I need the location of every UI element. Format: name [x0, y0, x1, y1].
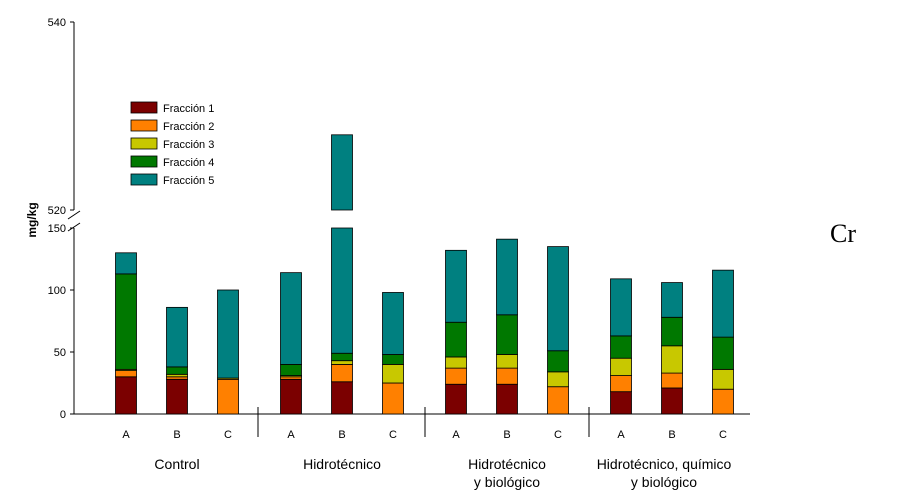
legend-swatch [130, 155, 158, 168]
legend: Fracción 1 Fracción 2 Fracción 3 Fracción 4… [130, 101, 214, 187]
x-tick-label: A [452, 429, 460, 441]
bar-segment [115, 273, 137, 370]
legend-swatch [130, 119, 158, 132]
bar-segment [712, 388, 734, 415]
group-label: Hidrotécnico [303, 456, 381, 472]
legend-label: Fracción 1 [163, 103, 214, 115]
bar-segment [661, 372, 683, 389]
x-tick-label: B [503, 429, 510, 441]
bar-segment [331, 227, 353, 354]
bar-segment [610, 357, 632, 376]
x-tick-label: A [287, 429, 295, 441]
group-label: y biológico [474, 474, 540, 490]
bar-segment [445, 383, 467, 415]
bar-segment [547, 246, 569, 352]
bar-segment [166, 378, 188, 415]
bar-segment [331, 360, 353, 365]
group-label: Hidrotécnico [468, 456, 546, 472]
bar-segment [547, 386, 569, 415]
axis-break-mark [67, 222, 81, 232]
bar-segment [115, 376, 137, 415]
bars [115, 134, 734, 415]
bar-segment [445, 356, 467, 369]
bar-segment [661, 316, 683, 347]
bar-segment [115, 370, 137, 378]
group-label: Hidrotécnico, químico [597, 456, 732, 472]
bar-segment [445, 249, 467, 323]
legend-swatch [130, 101, 158, 114]
x-tick-label: C [554, 429, 562, 441]
legend-label: Fracción 3 [163, 139, 214, 151]
axis-break-mark [67, 210, 81, 220]
bar-segment [661, 282, 683, 318]
bar-segment [661, 345, 683, 374]
bar-segment [610, 335, 632, 359]
y-axis-label: mg/kg [25, 202, 39, 237]
bar-segment [331, 352, 353, 362]
bar-segment [382, 354, 404, 365]
y-tick-label: 520 [48, 205, 66, 217]
bar-segment [496, 383, 518, 415]
legend-swatch [130, 137, 158, 150]
legend-label: Fracción 5 [163, 175, 214, 187]
x-tick-label: B [668, 429, 675, 441]
bar-segment [331, 363, 353, 383]
element-label: Cr [830, 219, 856, 248]
x-tick-label: A [617, 429, 625, 441]
x-tick-label: C [224, 429, 232, 441]
bar-segment [496, 354, 518, 369]
bar-segment [280, 272, 302, 365]
bar-segment [445, 321, 467, 358]
bar-segment [610, 391, 632, 415]
bar-segment [712, 368, 734, 390]
bar-segment [547, 371, 569, 388]
bar-segment [496, 367, 518, 385]
legend-label: Fracción 4 [163, 157, 214, 169]
group-label: Control [154, 456, 199, 472]
bar-segment [382, 382, 404, 415]
bar-segment [712, 269, 734, 338]
y-tick-label: 100 [48, 285, 66, 297]
y-tick-label: 50 [54, 347, 66, 359]
bar-segment [610, 278, 632, 337]
x-tick-label: A [122, 429, 130, 441]
bar-segment [331, 381, 353, 415]
legend-swatch [130, 173, 158, 186]
y-tick-label: 540 [48, 17, 66, 29]
bar-segment [712, 336, 734, 370]
bar-segment [280, 363, 302, 376]
bar-segment [382, 363, 404, 384]
bar-segment [496, 238, 518, 316]
bar-segment [610, 375, 632, 393]
bar-segment [661, 387, 683, 415]
bar-segment [115, 252, 137, 275]
bar-segment [280, 378, 302, 415]
y-tick-label: 0 [60, 409, 66, 421]
bar-segment [217, 289, 239, 379]
bar-segment [496, 314, 518, 355]
x-tick-label: B [173, 429, 180, 441]
y-tick-label: 150 [48, 223, 66, 235]
bar-segment [166, 306, 188, 368]
group-label: y biológico [631, 474, 697, 490]
x-tick-label: C [719, 429, 727, 441]
x-tick-label: C [389, 429, 397, 441]
x-tick-label: B [338, 429, 345, 441]
bar-segment [166, 366, 188, 375]
bar-segment [217, 378, 239, 415]
labels: 0 50 100 150 520 540 mg/kg A B C A B C A B C A B C Control H… [25, 17, 856, 490]
bar-segment [445, 367, 467, 385]
legend-label: Fracción 2 [163, 121, 214, 133]
bar-segment [331, 134, 353, 211]
bar-segment [547, 350, 569, 373]
bar-segment [382, 292, 404, 355]
